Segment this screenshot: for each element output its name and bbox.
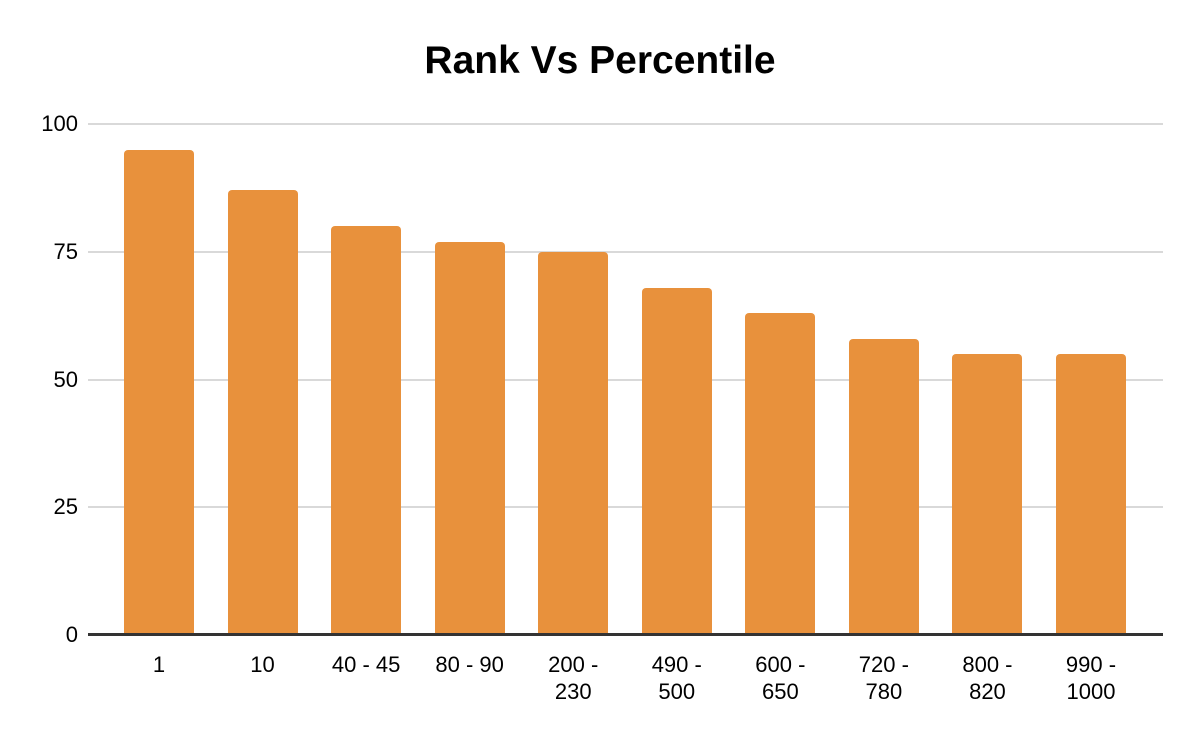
x-category-label-1: 1 xyxy=(152,652,166,677)
bar-40-45 xyxy=(331,226,402,635)
plot-area xyxy=(88,123,1163,636)
gridline-25 xyxy=(88,506,1163,509)
bar-720-780 xyxy=(848,338,919,635)
gridline-100 xyxy=(88,123,1163,125)
x-category-label-40-45: 40 - 45 xyxy=(331,652,401,677)
x-axis-labels: 1 10 40 - 45 80 - 90 200 - 230 490 - 500 600 -… xyxy=(88,651,1163,711)
x-category-label-800-820: 800 - 820 xyxy=(962,652,1013,704)
y-tick-label-25: 25 xyxy=(53,494,78,520)
y-tick-label-100: 100 xyxy=(41,111,78,136)
x-category-label-200-230: 200 - 230 xyxy=(548,652,599,704)
x-category-label-600-650: 600 - 650 xyxy=(755,652,806,704)
bar-490-500 xyxy=(641,287,712,635)
x-category-label-10: 10 xyxy=(250,652,275,677)
y-axis-labels: 0 25 50 75 100 xyxy=(0,111,78,647)
x-category-label-720-780: 720 - 780 xyxy=(858,652,909,704)
x-axis-line xyxy=(88,633,1163,636)
bar-600-650 xyxy=(745,313,816,635)
y-tick-label-0: 0 xyxy=(65,622,78,647)
bar-990-1000 xyxy=(1056,353,1126,635)
chart-title: Rank Vs Percentile xyxy=(424,39,776,82)
bar-1 xyxy=(124,149,194,635)
x-category-label-80-90: 80 - 90 xyxy=(435,652,504,677)
x-category-label-990-1000: 990 - 1000 xyxy=(1065,652,1117,704)
bar-80-90 xyxy=(434,241,505,635)
gridline-50 xyxy=(88,378,1163,381)
bar-10 xyxy=(227,190,298,635)
y-tick-label-75: 75 xyxy=(53,238,78,264)
x-category-label-490-500: 490 - 500 xyxy=(651,652,702,704)
gridline-75 xyxy=(88,250,1163,253)
y-tick-label-50: 50 xyxy=(53,366,78,392)
bar-200-230 xyxy=(538,251,609,635)
bar-800-820 xyxy=(952,353,1023,635)
